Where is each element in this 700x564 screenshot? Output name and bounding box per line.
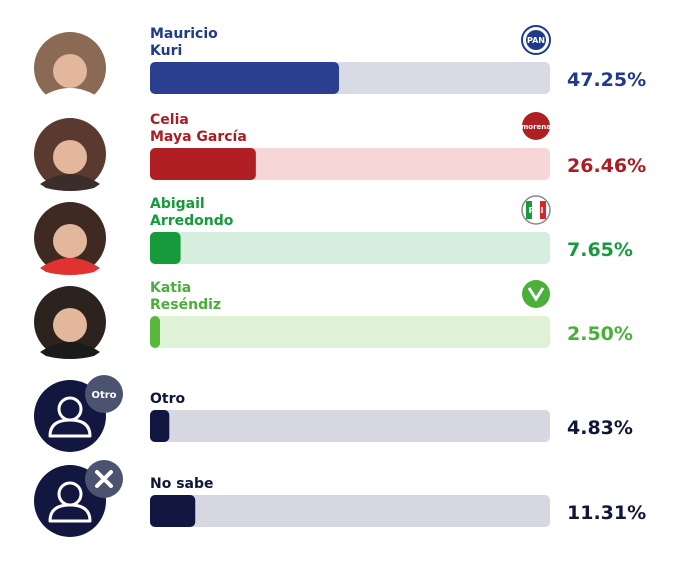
avatar-face — [53, 308, 87, 342]
bar-track — [150, 495, 550, 527]
avatar-shoulders — [40, 88, 100, 105]
candidate-name: No sabe — [150, 476, 214, 492]
candidate-name: Otro — [150, 391, 185, 407]
person-body-outline — [48, 418, 92, 438]
bar-fill — [150, 232, 181, 264]
bar-track — [150, 232, 550, 264]
value-label: 47.25% — [567, 69, 646, 91]
candidate-name: Katia — [150, 280, 191, 296]
avatar-badge — [85, 375, 123, 413]
candidate-name: Mauricio — [150, 26, 218, 42]
value-label: 2.50% — [567, 323, 633, 345]
value-label: 26.46% — [567, 155, 646, 177]
value-label: 11.31% — [567, 502, 646, 524]
pan-logo-disc — [526, 30, 546, 50]
bar-fill — [150, 495, 196, 527]
candidate-name: Arredondo — [150, 213, 234, 229]
morena-logo-disc — [522, 112, 550, 140]
person-body-outline — [48, 503, 92, 523]
bar-track — [150, 316, 550, 348]
verde-logo-disc — [522, 280, 550, 308]
avatar-shoulders — [40, 258, 100, 275]
candidate-name: Abigail — [150, 196, 205, 212]
candidate-name: Reséndiz — [150, 297, 221, 313]
candidate-row: Otro Otro 4.83% — [34, 375, 633, 452]
bar-fill — [150, 62, 339, 94]
bar-fill — [150, 148, 256, 180]
candidate-row: No sabe 11.31% — [34, 460, 646, 537]
avatar-badge-label: Otro — [91, 390, 116, 401]
candidate-name: Kuri — [150, 43, 182, 59]
pan-logo-icon: PAN — [527, 36, 545, 45]
avatar-shoulders — [40, 342, 100, 359]
morena-logo-icon: morena — [521, 123, 551, 131]
value-label: 7.65% — [567, 239, 633, 261]
x-icon — [95, 470, 113, 488]
pri-logo-red — [540, 201, 546, 219]
avatar-shoulders — [40, 174, 100, 191]
avatar-face — [53, 140, 87, 174]
bar-fill — [150, 316, 160, 348]
verde-logo-mark — [527, 287, 545, 302]
bar-fill — [150, 410, 170, 442]
candidate-name: Celia — [150, 112, 189, 128]
pri-logo-green — [526, 201, 532, 219]
avatar-face — [53, 54, 87, 88]
value-label: 4.83% — [567, 417, 633, 439]
candidate-name: Maya García — [150, 129, 247, 145]
avatar-face — [53, 224, 87, 258]
pri-logo-icon: PRI — [529, 206, 544, 215]
bar-track — [150, 410, 550, 442]
